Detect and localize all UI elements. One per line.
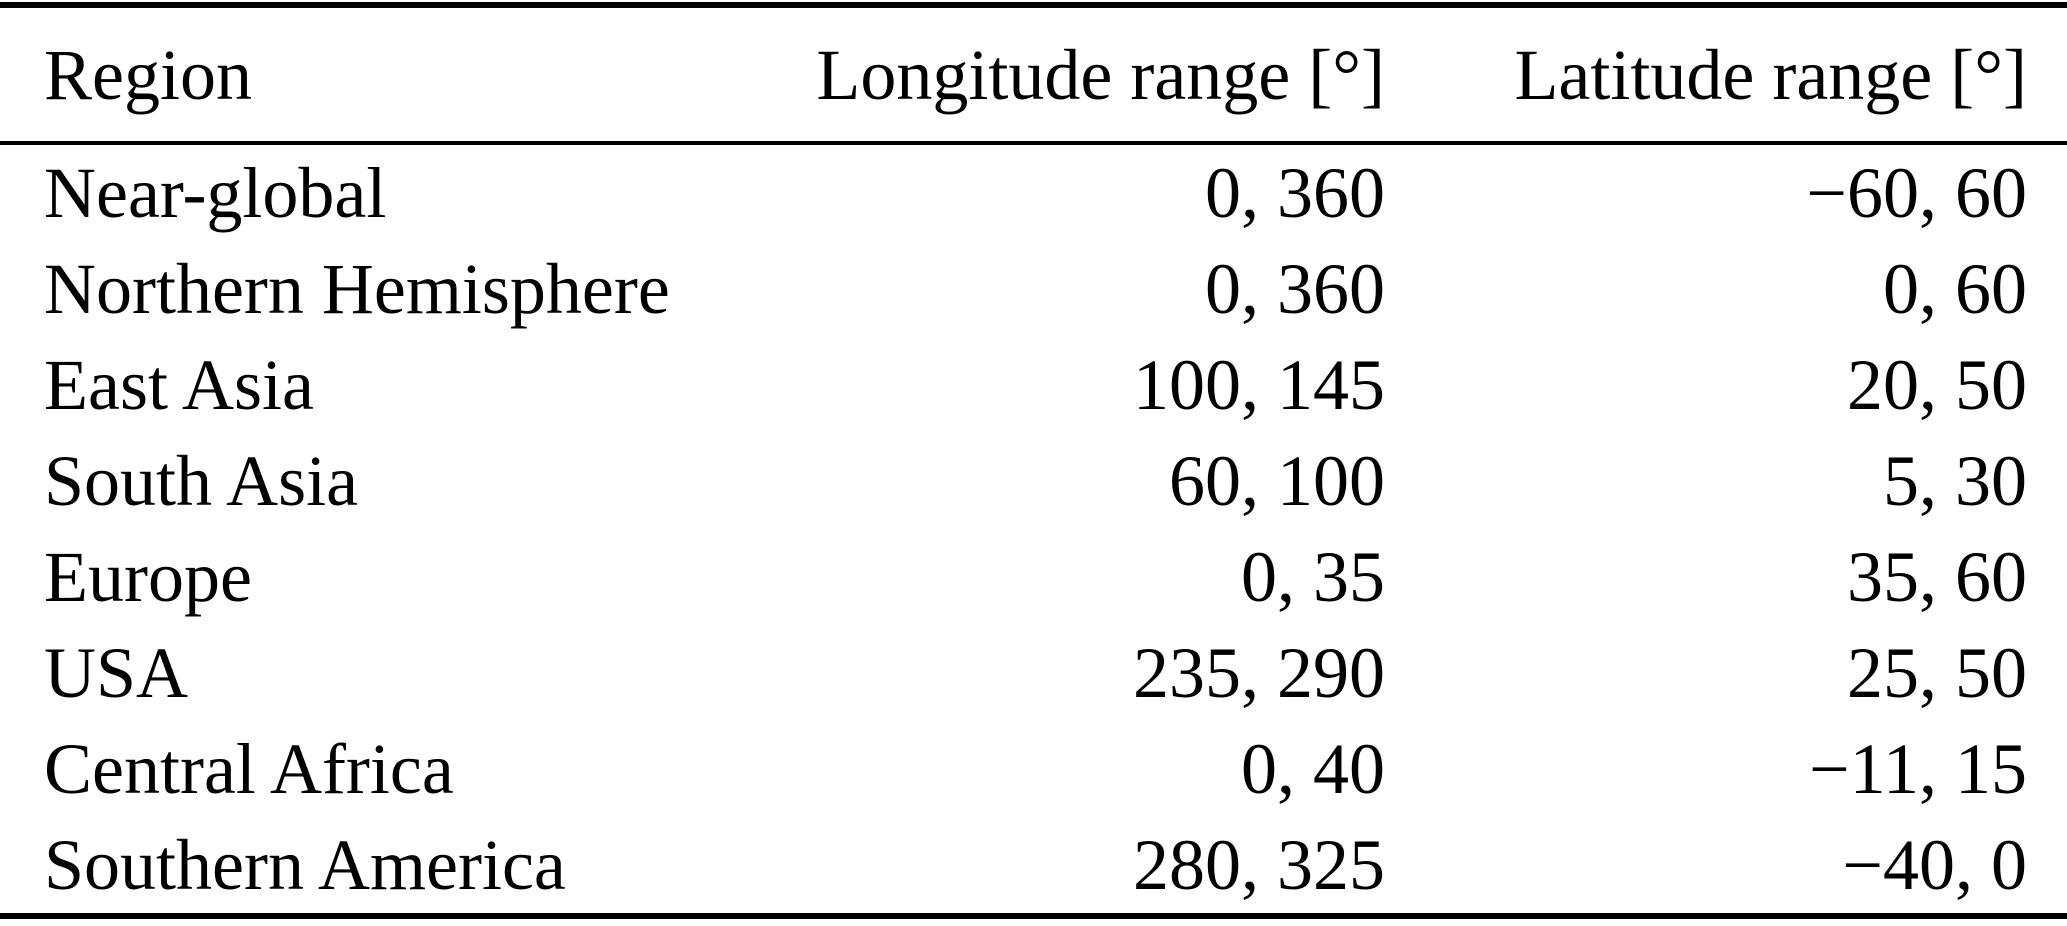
longitude-cell: 235, 290 — [1133, 633, 1385, 713]
latitude-cell: 25, 50 — [1847, 633, 2027, 713]
latitude-cell: −11, 15 — [1809, 729, 2027, 809]
longitude-cell: 0, 360 — [1205, 153, 1385, 233]
table-row: USA 235, 290 25, 50 — [0, 625, 2067, 721]
region-cell: USA — [44, 633, 189, 713]
region-cell: Europe — [44, 537, 252, 617]
longitude-cell: 0, 35 — [1241, 537, 1385, 617]
column-header-longitude: Longitude range [°] — [740, 5, 1385, 145]
region-cell: Near-global — [44, 153, 387, 233]
region-cell: Central Africa — [44, 729, 454, 809]
column-header-latitude: Latitude range [°] — [1385, 5, 2067, 145]
table-row: Europe 0, 35 35, 60 — [0, 529, 2067, 625]
table-row: East Asia 100, 145 20, 50 — [0, 337, 2067, 433]
latitude-cell: −60, 60 — [1806, 153, 2027, 233]
latitude-cell: 35, 60 — [1847, 537, 2027, 617]
longitude-cell: 0, 40 — [1241, 729, 1385, 809]
region-cell: East Asia — [44, 345, 314, 425]
table-row: Northern Hemisphere 0, 360 0, 60 — [0, 241, 2067, 337]
latitude-cell: 20, 50 — [1847, 345, 2027, 425]
column-header-region: Region — [0, 5, 740, 145]
table-header-row: Region Longitude range [°] Latitude rang… — [0, 5, 2067, 145]
latitude-cell: −40, 0 — [1842, 825, 2027, 905]
region-cell: South Asia — [44, 441, 359, 521]
region-cell: Northern Hemisphere — [44, 249, 670, 329]
longitude-cell: 0, 360 — [1205, 249, 1385, 329]
latitude-cell: 0, 60 — [1883, 249, 2027, 329]
latitude-cell: 5, 30 — [1883, 441, 2027, 521]
table-row: Southern America 280, 325 −40, 0 — [0, 817, 2067, 916]
longitude-cell: 100, 145 — [1133, 345, 1385, 425]
region-cell: Southern America — [44, 825, 566, 905]
table-row: South Asia 60, 100 5, 30 — [0, 433, 2067, 529]
table-row: Central Africa 0, 40 −11, 15 — [0, 721, 2067, 817]
longitude-cell: 60, 100 — [1169, 441, 1385, 521]
table-row: Near-global 0, 360 −60, 60 — [0, 143, 2067, 241]
table-body: Near-global 0, 360 −60, 60 Northern Hemi… — [0, 143, 2067, 916]
longitude-cell: 280, 325 — [1133, 825, 1385, 905]
